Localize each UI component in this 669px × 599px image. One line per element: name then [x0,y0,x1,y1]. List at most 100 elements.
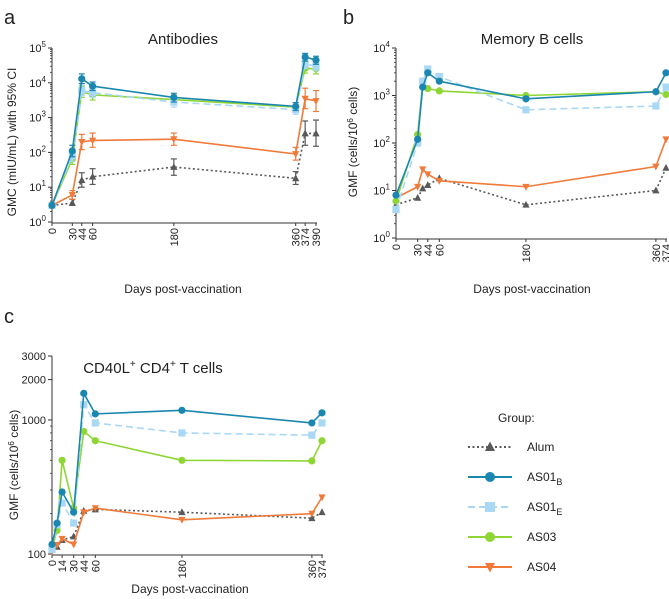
data-point-as01b [318,409,326,417]
panel-label-a: a [4,7,16,29]
legend-title: Group: [498,411,535,425]
data-point-as04 [522,183,530,191]
x-tick-label-a: 360 [291,228,303,246]
series-as04-c [48,494,326,556]
data-point-as04 [662,136,669,144]
legend-marker-alum [485,441,495,451]
legend-entry-as01e: AS01E [468,500,562,517]
data-point-alum [292,174,300,182]
data-point-as01e [91,419,99,427]
series-as04-a [48,87,320,210]
x-tick-label-a: 374 [300,228,312,246]
y-tick-label-b: 104 [373,40,390,55]
x-axis-label-a: Days post-vaccination [124,282,241,296]
data-point-as03 [308,457,316,465]
data-point-as01b [80,389,88,397]
data-point-alum [318,508,326,516]
data-point-as04 [70,541,78,549]
series-as03-c [48,427,326,553]
series-as01e-a [48,58,320,209]
data-point-as04 [78,139,86,146]
series-as01e-c [48,401,326,554]
data-point-as01b [435,77,443,85]
data-point-as04 [80,509,88,517]
data-point-as03 [318,437,326,445]
data-point-alum [78,176,86,183]
x-axis-label-c: Days post-vaccination [131,582,248,596]
data-point-as04 [312,98,320,105]
x-tick-label-a: 180 [169,228,181,246]
panel-label-c: c [4,306,14,328]
data-point-as01e [58,499,66,507]
x-tick-label-c: 44 [79,560,91,572]
data-point-as01b [58,488,66,496]
series-as04-b [392,136,669,202]
series-line-as04 [51,97,317,207]
y-tick-label-c: 1000 [22,415,46,427]
series-as01b-a [48,52,320,209]
data-point-as01e [70,519,78,527]
data-point-as01b [292,102,300,110]
data-point-as01e [424,65,432,73]
x-tick-label-a: 44 [77,228,89,240]
legend-items: Alum AS01B AS01E AS03 AS04 [468,440,562,574]
x-tick-label-a: 30 [67,228,79,240]
data-point-alum [414,193,422,201]
x-tick-label-c: 0 [47,560,59,566]
legend: Group: Alum AS01B AS01E AS03 AS04 [468,411,562,574]
data-point-as04 [170,136,178,144]
y-tick-label-a: 105 [29,40,46,55]
x-tick-label-b: 30 [413,244,425,256]
legend-label-as03: AS03 [527,530,557,544]
data-point-as01e [662,83,669,91]
x-axis-label-b: Days post-vaccination [473,282,590,296]
x-tick-label-b: 180 [521,244,533,262]
y-tick-label-c: 2000 [22,375,46,387]
x-tick-label-b: 0 [391,244,403,250]
y-axis-label-a: GMC (mIU/mL) with 95% CI [5,68,19,217]
data-point-alum [178,508,186,516]
series-as03-a [48,62,320,209]
data-point-as01b [48,201,56,209]
legend-entry-as04: AS04 [468,560,557,574]
legend-marker-as04 [485,563,495,573]
data-point-as01b [170,93,178,102]
data-point-alum [419,184,427,192]
data-point-as01e [80,401,88,409]
data-point-as04 [91,505,99,513]
series-as01b-c [48,389,326,548]
data-point-as04 [68,192,76,199]
legend-entry-as01b: AS01B [468,470,562,487]
data-point-as01e [392,205,400,214]
series-line-as01b [51,56,317,206]
legend-label-as04: AS04 [527,560,557,574]
data-point-as01b [419,83,427,91]
data-point-as04 [178,516,186,524]
data-point-as01e [318,419,326,427]
data-point-as01e [414,139,422,147]
data-point-as01b [178,406,186,414]
data-point-as04 [318,494,326,502]
x-tick-label-a: 0 [47,228,59,234]
data-point-as01b [652,88,660,96]
data-point-as01e [308,431,316,439]
series-alum-a [48,119,320,209]
x-tick-label-a: 390 [311,228,323,246]
data-point-as04 [414,183,422,191]
data-point-alum [312,129,320,137]
y-axis-label-c: GMF (cells/106 cells) [7,410,21,520]
x-tick-label-a: 60 [88,228,100,240]
data-point-as04 [419,166,427,174]
x-tick-label-c: 374 [317,560,329,578]
series-line-as04 [395,138,667,199]
data-point-as03 [178,456,186,464]
data-point-alum [68,199,76,206]
data-point-as01b [414,135,422,143]
data-point-alum [662,163,669,171]
data-point-as01e [522,106,530,114]
data-point-alum [652,186,660,194]
